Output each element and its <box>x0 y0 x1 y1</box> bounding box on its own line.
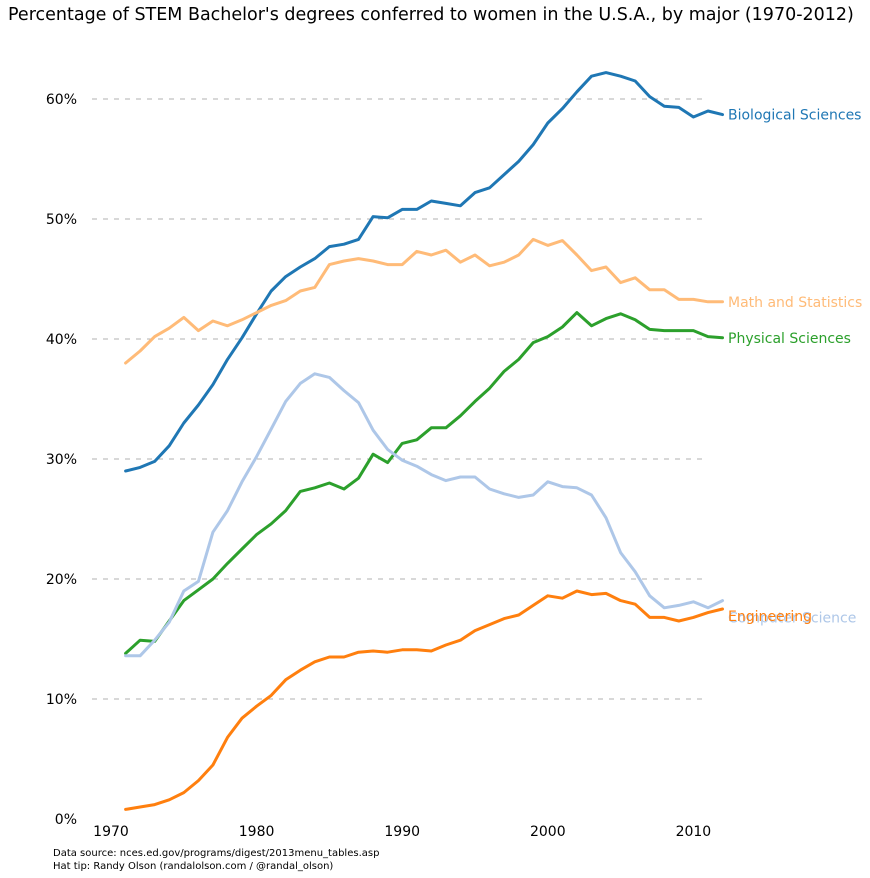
x-axis-tick-labels: 1970 1980 1990 2000 2010 <box>93 824 711 840</box>
gridlines <box>92 98 708 700</box>
chart-title: Percentage of STEM Bachelor's degrees co… <box>8 5 854 25</box>
series-label-engineering: Engineering <box>728 609 812 625</box>
y-tick-label: 30% <box>46 452 77 468</box>
y-tick-label: 0% <box>55 812 77 828</box>
y-tick-label: 60% <box>46 92 77 108</box>
series-line-engineering <box>124 589 724 811</box>
y-tick-label: 40% <box>46 332 77 348</box>
series-line-math-and-statistics <box>124 237 724 365</box>
series-label-physical-sciences: Physical Sciences <box>728 331 851 347</box>
y-tick-label: 50% <box>46 212 77 228</box>
x-tick-label: 1970 <box>93 824 129 840</box>
series-label-math-and-statistics: Math and Statistics <box>728 295 862 311</box>
y-tick-label: 20% <box>46 572 77 588</box>
y-tick-label: 10% <box>46 692 77 708</box>
x-tick-label: 2010 <box>676 824 712 840</box>
series-lines <box>124 71 724 811</box>
series-label-biological-sciences: Biological Sciences <box>728 108 861 124</box>
series-line-computer-science <box>124 372 724 658</box>
series-line-biological-sciences <box>124 71 724 473</box>
series-line-physical-sciences <box>124 311 724 655</box>
hat-tip-note: Hat tip: Randy Olson (randalolson.com / … <box>53 861 334 872</box>
x-tick-label: 1980 <box>239 824 275 840</box>
x-tick-label: 1990 <box>384 824 420 840</box>
x-tick-label: 2000 <box>530 824 566 840</box>
data-source-note: Data source: nces.ed.gov/programs/digest… <box>53 848 380 859</box>
y-axis-tick-labels: 0% 10% 20% 30% 40% 50% 60% <box>46 92 77 828</box>
line-chart: 0% 10% 20% 30% 40% 50% 60% 1970 1980 1990 2000 201… <box>46 71 862 840</box>
series-labels: Biological Sciences Math and Statistics Ph… <box>728 108 862 627</box>
series-label-computer-science: Computer Science <box>728 610 856 626</box>
